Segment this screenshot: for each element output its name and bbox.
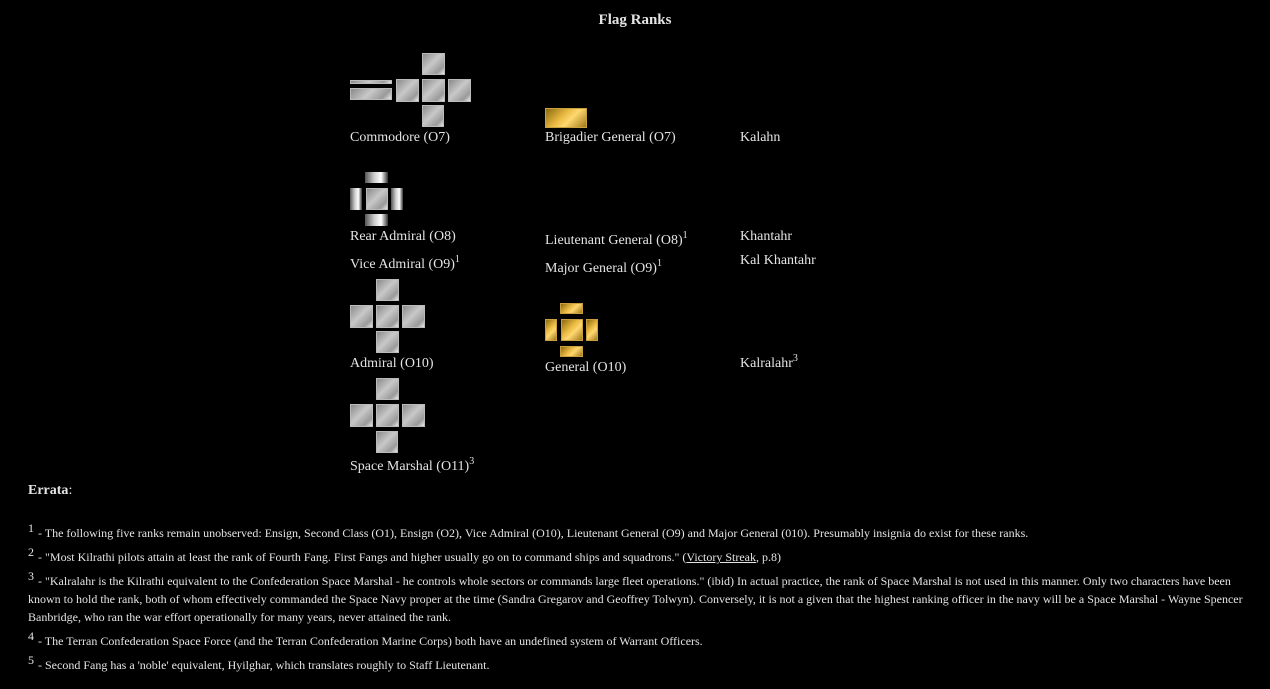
rank-space-marshal: Space Marshal (O11)3 xyxy=(350,456,475,475)
rank-kalralahr: Kalralahr3 xyxy=(740,353,798,372)
page-title: Flag Ranks xyxy=(598,12,672,28)
rank-brigadier-general: Brigadier General (O7) xyxy=(545,130,676,145)
footnote-ref: 3 xyxy=(469,456,475,467)
rank-kal-khantahr: Kal Khantahr xyxy=(740,253,816,268)
footnote-ref: 1 xyxy=(454,254,460,265)
rank-kalahn: Kalahn xyxy=(740,130,781,145)
footnote-5: 5- Second Fang has a 'noble' equivalent,… xyxy=(28,653,490,672)
rank-khantahr: Khantahr xyxy=(740,229,793,244)
rank-admiral: Admiral (O10) xyxy=(350,356,434,371)
rank-commodore: Commodore (O7) xyxy=(350,130,450,145)
footnote-ref: 1 xyxy=(656,258,662,269)
errata-heading: Errata: xyxy=(28,483,73,498)
rank-general: General (O10) xyxy=(545,360,627,375)
footnote-ref: 3 xyxy=(792,353,798,364)
footnote-1: 1- The following five ranks remain unobs… xyxy=(28,521,1029,540)
footnote-3: 3- "Kalralahr is the Kilrathi equivalent… xyxy=(28,569,1243,624)
rank-lieutenant-general: Lieutenant General (O8)1 xyxy=(545,230,688,249)
victory-streak-link[interactable]: Victory Streak xyxy=(686,550,756,564)
footnote-ref: 1 xyxy=(682,230,688,241)
footnote-2: 2- "Most Kilrathi pilots attain at least… xyxy=(28,545,781,564)
rank-rear-admiral: Rear Admiral (O8) xyxy=(350,229,456,244)
footnote-4: 4- The Terran Confederation Space Force … xyxy=(28,629,703,648)
rank-major-general: Major General (O9)1 xyxy=(545,258,662,277)
rank-vice-admiral: Vice Admiral (O9)1 xyxy=(350,254,460,273)
